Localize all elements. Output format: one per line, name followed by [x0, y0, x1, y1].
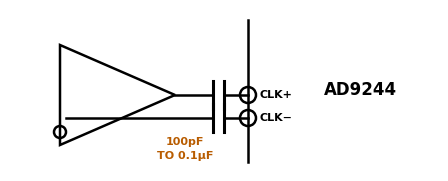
Text: CLK−: CLK− — [260, 113, 293, 123]
Text: CLK+: CLK+ — [260, 90, 293, 100]
Text: AD9244: AD9244 — [323, 81, 396, 99]
Circle shape — [240, 110, 256, 126]
Text: 100pF: 100pF — [166, 137, 204, 147]
Circle shape — [240, 87, 256, 103]
Text: TO 0.1μF: TO 0.1μF — [157, 151, 213, 161]
